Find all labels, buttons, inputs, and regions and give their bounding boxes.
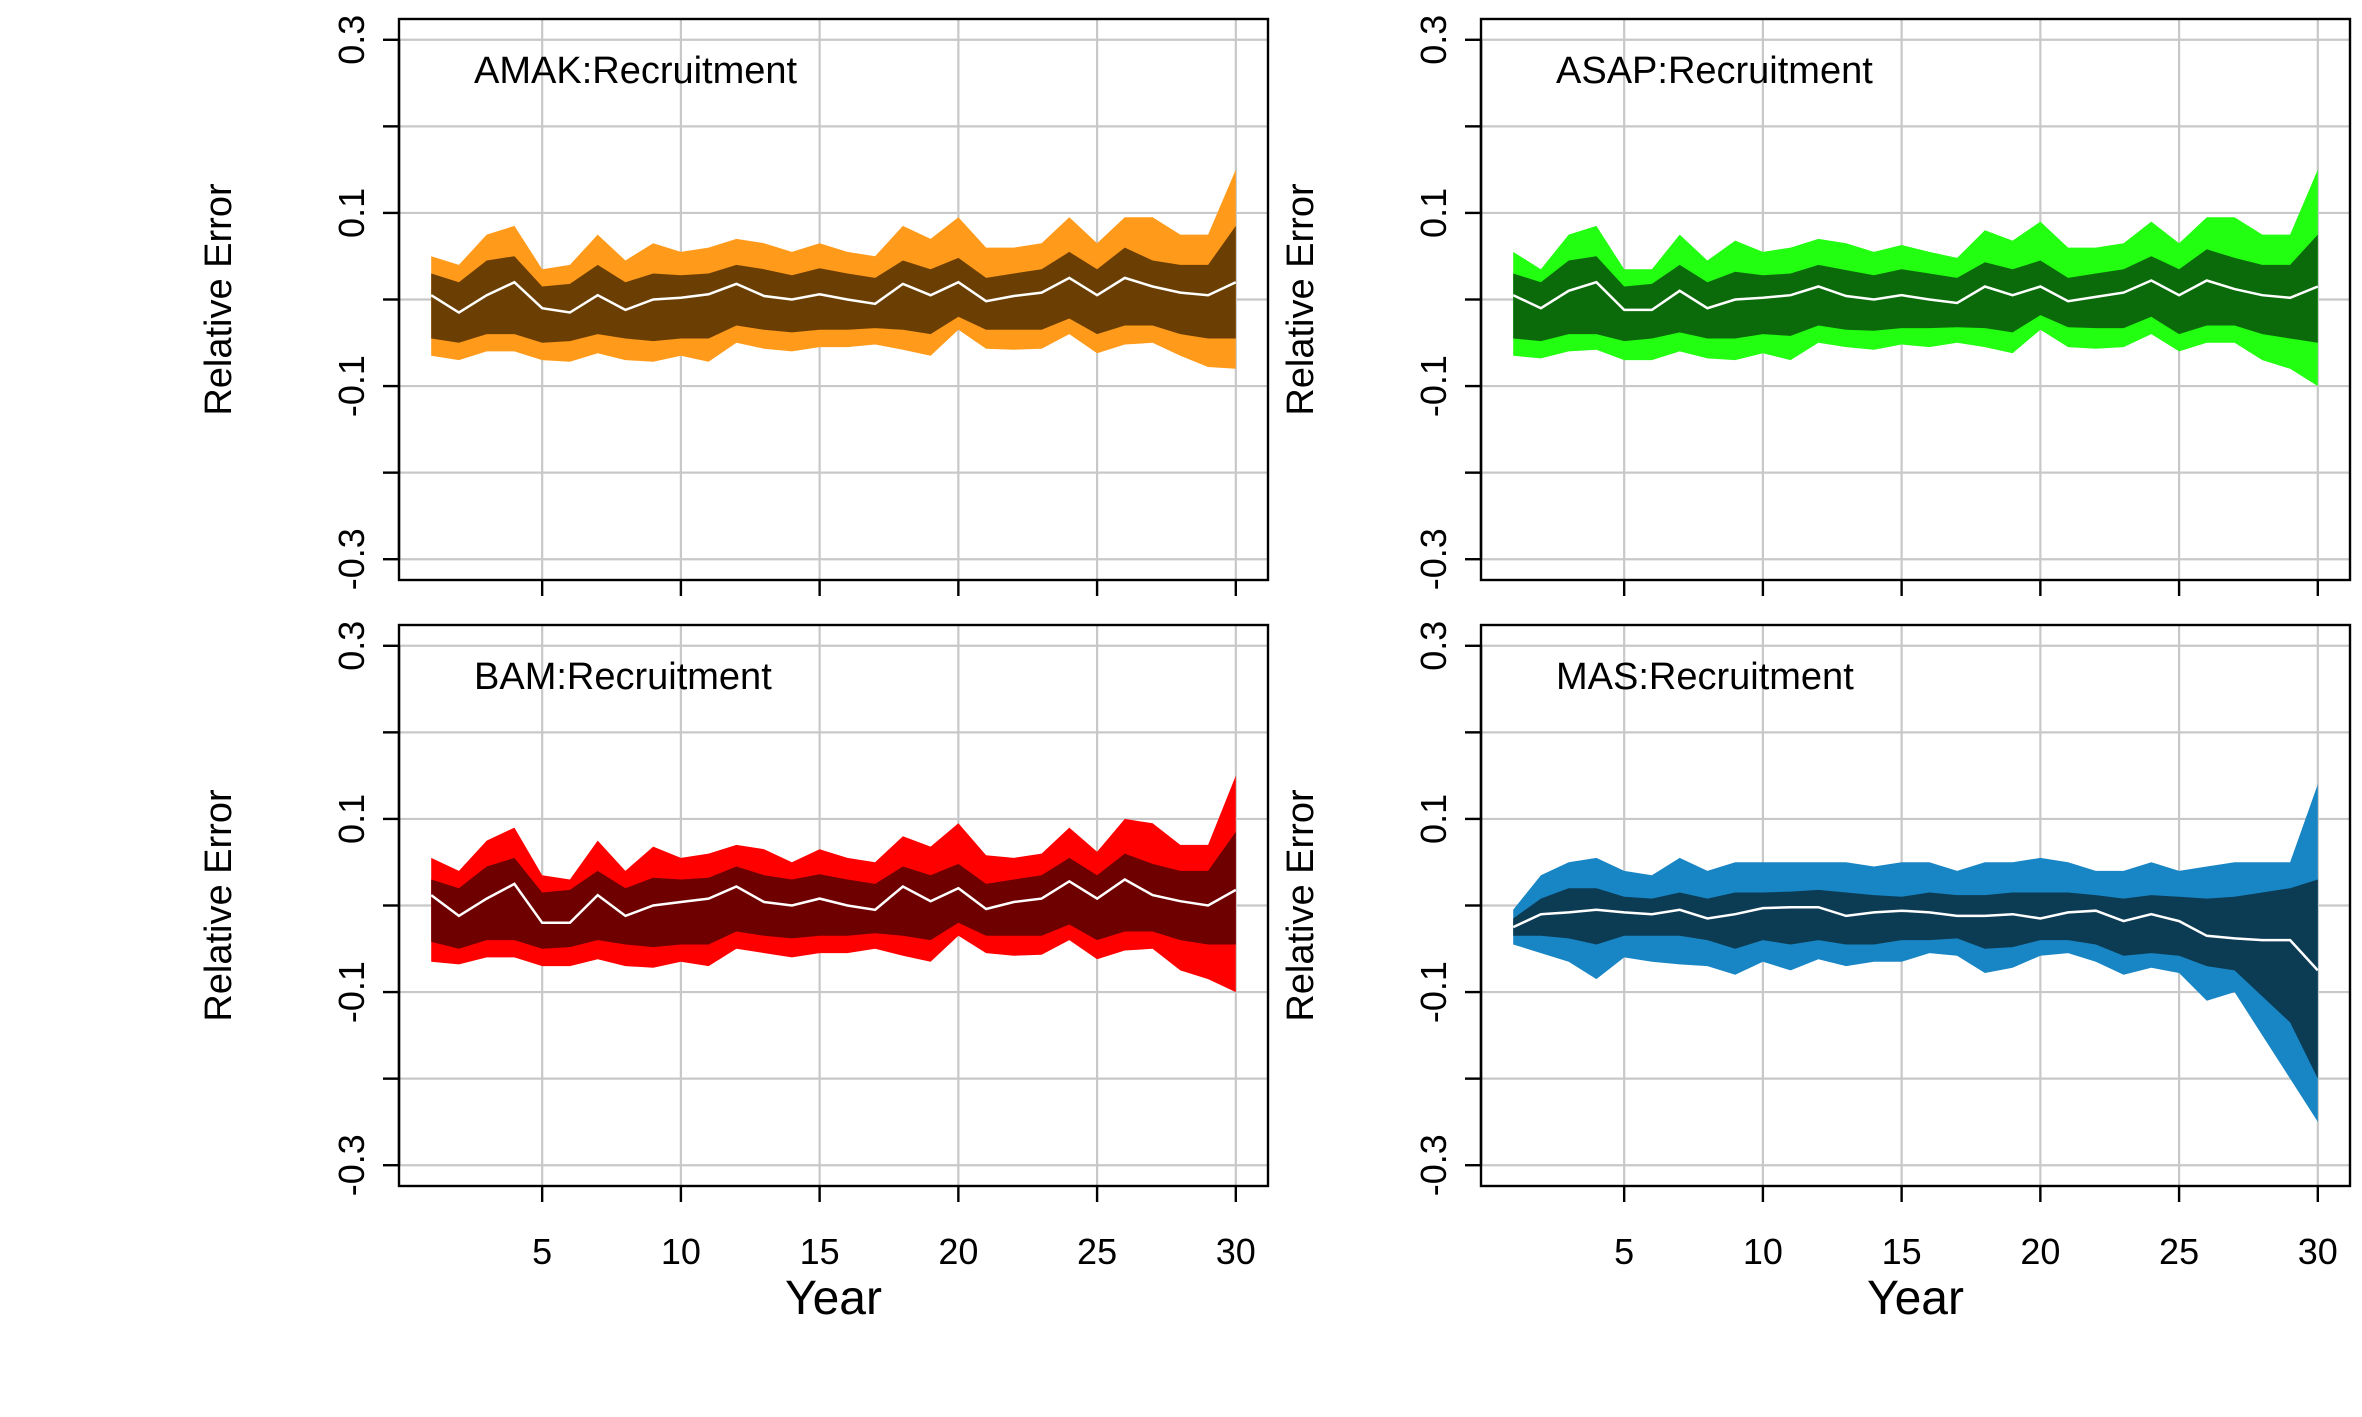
x-tick-label: 15	[800, 1231, 840, 1272]
y-tick-label: 0.1	[1413, 188, 1454, 238]
y-tick-label: -0.3	[1413, 528, 1454, 590]
panel-title: MAS:Recruitment	[1556, 656, 1854, 698]
y-axis-label: Relative Error	[1280, 183, 1322, 416]
x-tick-label: 15	[1882, 1231, 1922, 1272]
x-tick-label: 5	[532, 1231, 552, 1272]
panel-title: BAM:Recruitment	[474, 656, 772, 698]
y-tick-label: 0.1	[1413, 794, 1454, 844]
median-line	[430, 276, 1237, 314]
y-tick-label: 0.3	[1413, 621, 1454, 671]
y-tick-label: -0.1	[1413, 961, 1454, 1023]
y-tick-label: -0.1	[331, 355, 372, 417]
panel-amak-recruitment: -0.3 -0.1 0.1 0.3 Relative Error AMAK:Recruit…	[198, 15, 1270, 596]
inner-band	[1513, 879, 2318, 1079]
outer-band	[1513, 784, 2318, 1122]
y-tick-label: -0.3	[1413, 1134, 1454, 1196]
y-tick-label: 0.1	[331, 188, 372, 238]
median-line	[1512, 279, 2319, 312]
x-tick-label: 10	[661, 1231, 701, 1272]
panel-asap-recruitment: -0.3 -0.1 0.1 0.3 Relative Error ASAP:Recruit…	[1280, 15, 2352, 596]
panel-bam-recruitment: -0.3 -0.1 0.1 0.3 Relative Error 5 10 15 20 25 30 Y…	[198, 621, 1270, 1325]
x-tick-label: 25	[1077, 1231, 1117, 1272]
median-line	[1512, 905, 2319, 972]
y-tick-label: -0.1	[331, 961, 372, 1023]
x-tick-label: 30	[1216, 1231, 1256, 1272]
y-tick-label: 0.3	[1413, 15, 1454, 65]
y-axis-label: Relative Error	[198, 183, 240, 416]
y-axis-label: Relative Error	[198, 789, 240, 1022]
inner-band	[431, 831, 1236, 949]
y-tick-label: 0.1	[331, 794, 372, 844]
y-tick-label: -0.3	[331, 528, 372, 590]
panel-mas-recruitment: -0.3 -0.1 0.1 0.3 Relative Error 5 10 15 20 25 30 Y…	[1280, 621, 2352, 1325]
x-tick-label: 5	[1614, 1231, 1634, 1272]
x-tick-label: 10	[1743, 1231, 1783, 1272]
y-tick-label: -0.3	[331, 1134, 372, 1196]
inner-band	[1513, 234, 2318, 343]
panel-title: AMAK:Recruitment	[474, 50, 798, 92]
y-tick-label: 0.3	[331, 15, 372, 65]
y-tick-label: 0.3	[331, 621, 372, 671]
median-line	[430, 878, 1237, 925]
x-axis-label: Year	[1867, 1272, 1964, 1325]
x-tick-label: 30	[2298, 1231, 2338, 1272]
y-axis-label: Relative Error	[1280, 789, 1322, 1022]
panel-title: ASAP:Recruitment	[1556, 50, 1873, 92]
inner-band	[431, 225, 1236, 343]
x-axis-label: Year	[785, 1272, 882, 1325]
y-tick-label: -0.1	[1413, 355, 1454, 417]
x-tick-label: 20	[2020, 1231, 2060, 1272]
x-tick-label: 25	[2159, 1231, 2199, 1272]
x-tick-label: 20	[938, 1231, 978, 1272]
